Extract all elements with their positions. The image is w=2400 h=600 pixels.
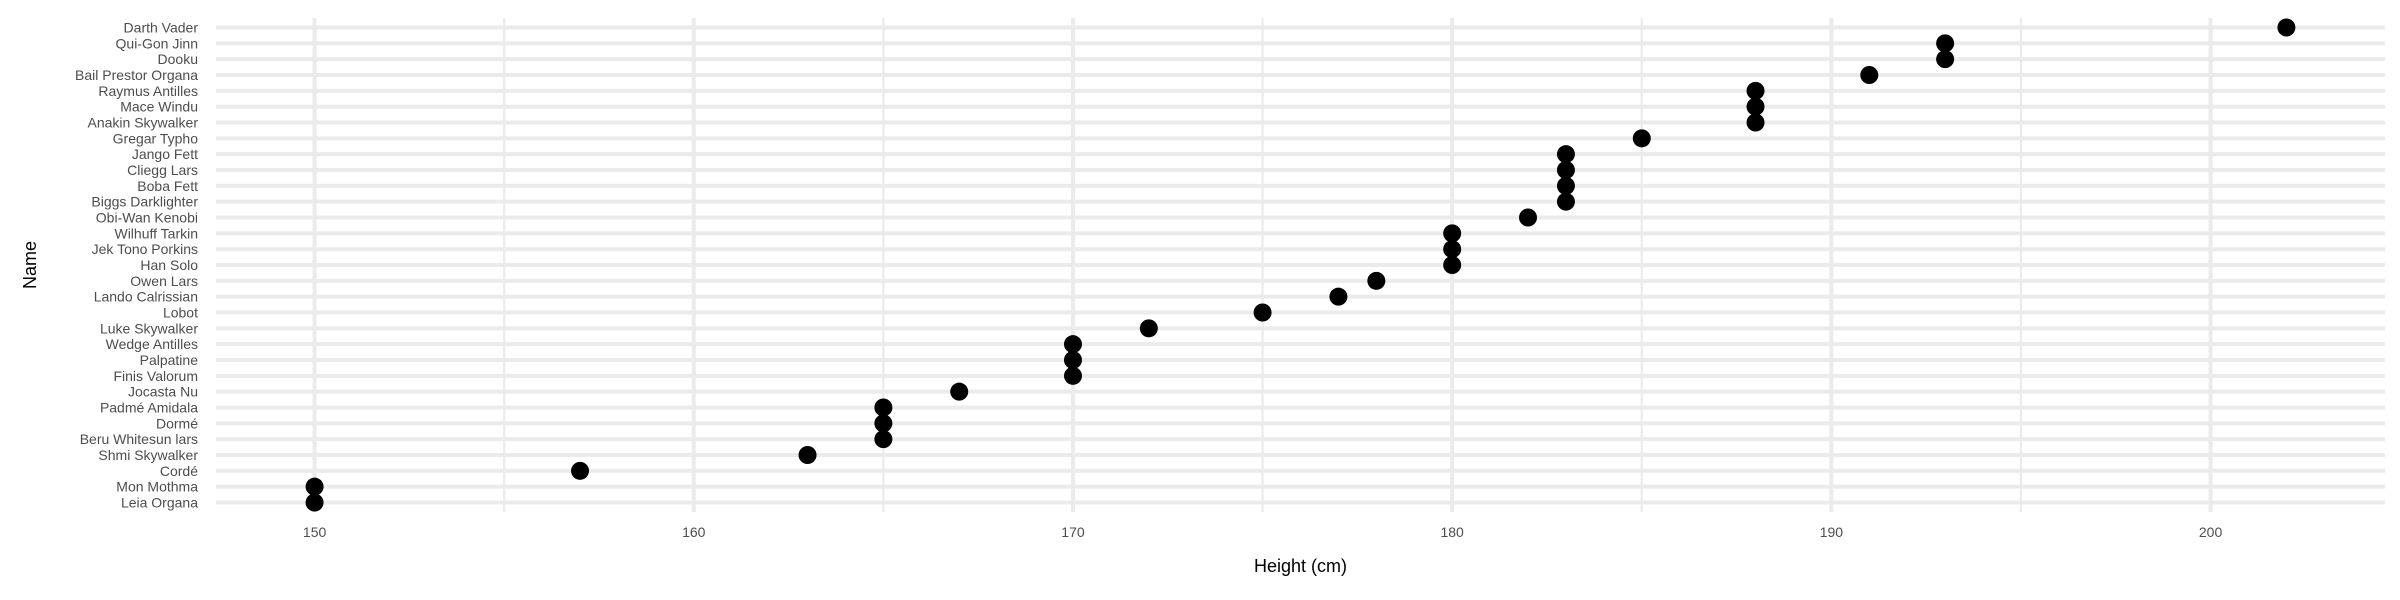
data-point — [1443, 240, 1462, 259]
y-tick-label: Owen Lars — [130, 273, 198, 289]
data-point — [305, 493, 324, 512]
x-tick-label: 160 — [682, 524, 706, 540]
y-tick-label: Boba Fett — [137, 178, 198, 194]
y-tick-label: Darth Vader — [124, 20, 199, 36]
data-point — [571, 461, 590, 480]
y-tick-label: Palpatine — [140, 352, 199, 368]
x-axis-tick-labels: 150 160 170 180 190 200 — [303, 524, 2223, 540]
y-tick-label: Gregar Typho — [113, 130, 199, 146]
x-tick-label: 170 — [1061, 524, 1085, 540]
data-point — [1519, 208, 1538, 227]
data-point — [1063, 351, 1082, 369]
y-tick-label: Bail Prestor Organa — [75, 67, 198, 83]
data-point — [1556, 145, 1575, 164]
data-point — [1556, 176, 1575, 195]
y-tick-label: Dormé — [156, 415, 198, 431]
y-tick-label: Cordé — [160, 463, 198, 479]
y-tick-label: Lando Calrissian — [94, 289, 198, 305]
y-tick-label: Mace Windu — [120, 99, 198, 115]
data-point — [1556, 161, 1575, 179]
data-point — [874, 398, 893, 417]
y-tick-label: Raymus Antilles — [98, 83, 198, 99]
data-point — [2277, 18, 2296, 37]
data-point — [874, 430, 893, 449]
x-tick-label: 150 — [303, 524, 327, 540]
data-point — [1139, 319, 1158, 338]
y-tick-label: Qui-Gon Jinn — [116, 35, 198, 51]
y-tick-label: Biggs Darklighter — [91, 194, 198, 210]
data-point — [1329, 287, 1348, 306]
y-tick-label: Lobot — [163, 305, 198, 321]
y-tick-label: Beru Whitesun lars — [80, 431, 198, 447]
y-tick-label: Shmi Skywalker — [98, 447, 198, 463]
y-tick-label: Jango Fett — [132, 146, 198, 162]
y-tick-label: Jek Tono Porkins — [92, 241, 198, 257]
data-point — [1367, 271, 1386, 290]
y-tick-label: Han Solo — [140, 257, 198, 273]
data-point — [1936, 50, 1955, 69]
data-point — [1936, 34, 1955, 53]
data-point — [1556, 192, 1575, 211]
data-point — [874, 414, 893, 433]
x-tick-label: 190 — [1820, 524, 1844, 540]
major-gridlines — [216, 18, 2385, 512]
data-point — [1860, 66, 1879, 84]
y-tick-label: Finis Valorum — [113, 368, 198, 384]
y-tick-label: Leia Organa — [121, 495, 198, 511]
x-axis-title: Height (cm) — [1254, 556, 1347, 576]
data-point — [1253, 303, 1272, 322]
y-tick-label: Wilhuff Tarkin — [114, 225, 198, 241]
data-point — [305, 477, 324, 496]
data-points — [305, 18, 2296, 512]
y-tick-label: Mon Mothma — [116, 479, 198, 495]
x-tick-label: 200 — [2199, 524, 2223, 540]
data-point — [1746, 81, 1765, 100]
data-point — [1632, 129, 1651, 148]
y-tick-label: Cliegg Lars — [127, 162, 198, 178]
data-point — [798, 446, 817, 464]
data-point — [1063, 366, 1082, 385]
y-tick-label: Anakin Skywalker — [88, 115, 199, 131]
x-tick-label: 180 — [1440, 524, 1464, 540]
data-point — [1063, 335, 1082, 354]
data-point — [1443, 224, 1462, 243]
data-point — [1443, 256, 1462, 274]
data-point — [1746, 113, 1765, 132]
y-tick-label: Jocasta Nu — [128, 384, 198, 400]
y-tick-label: Wedge Antilles — [106, 336, 198, 352]
y-tick-label: Dooku — [158, 51, 198, 67]
y-tick-label: Obi-Wan Kenobi — [96, 210, 198, 226]
data-point — [1746, 97, 1765, 116]
y-tick-label: Luke Skywalker — [100, 320, 198, 336]
data-point — [950, 382, 969, 401]
y-axis-title: Name — [20, 241, 40, 289]
y-tick-label: Padmé Amidala — [100, 400, 198, 416]
